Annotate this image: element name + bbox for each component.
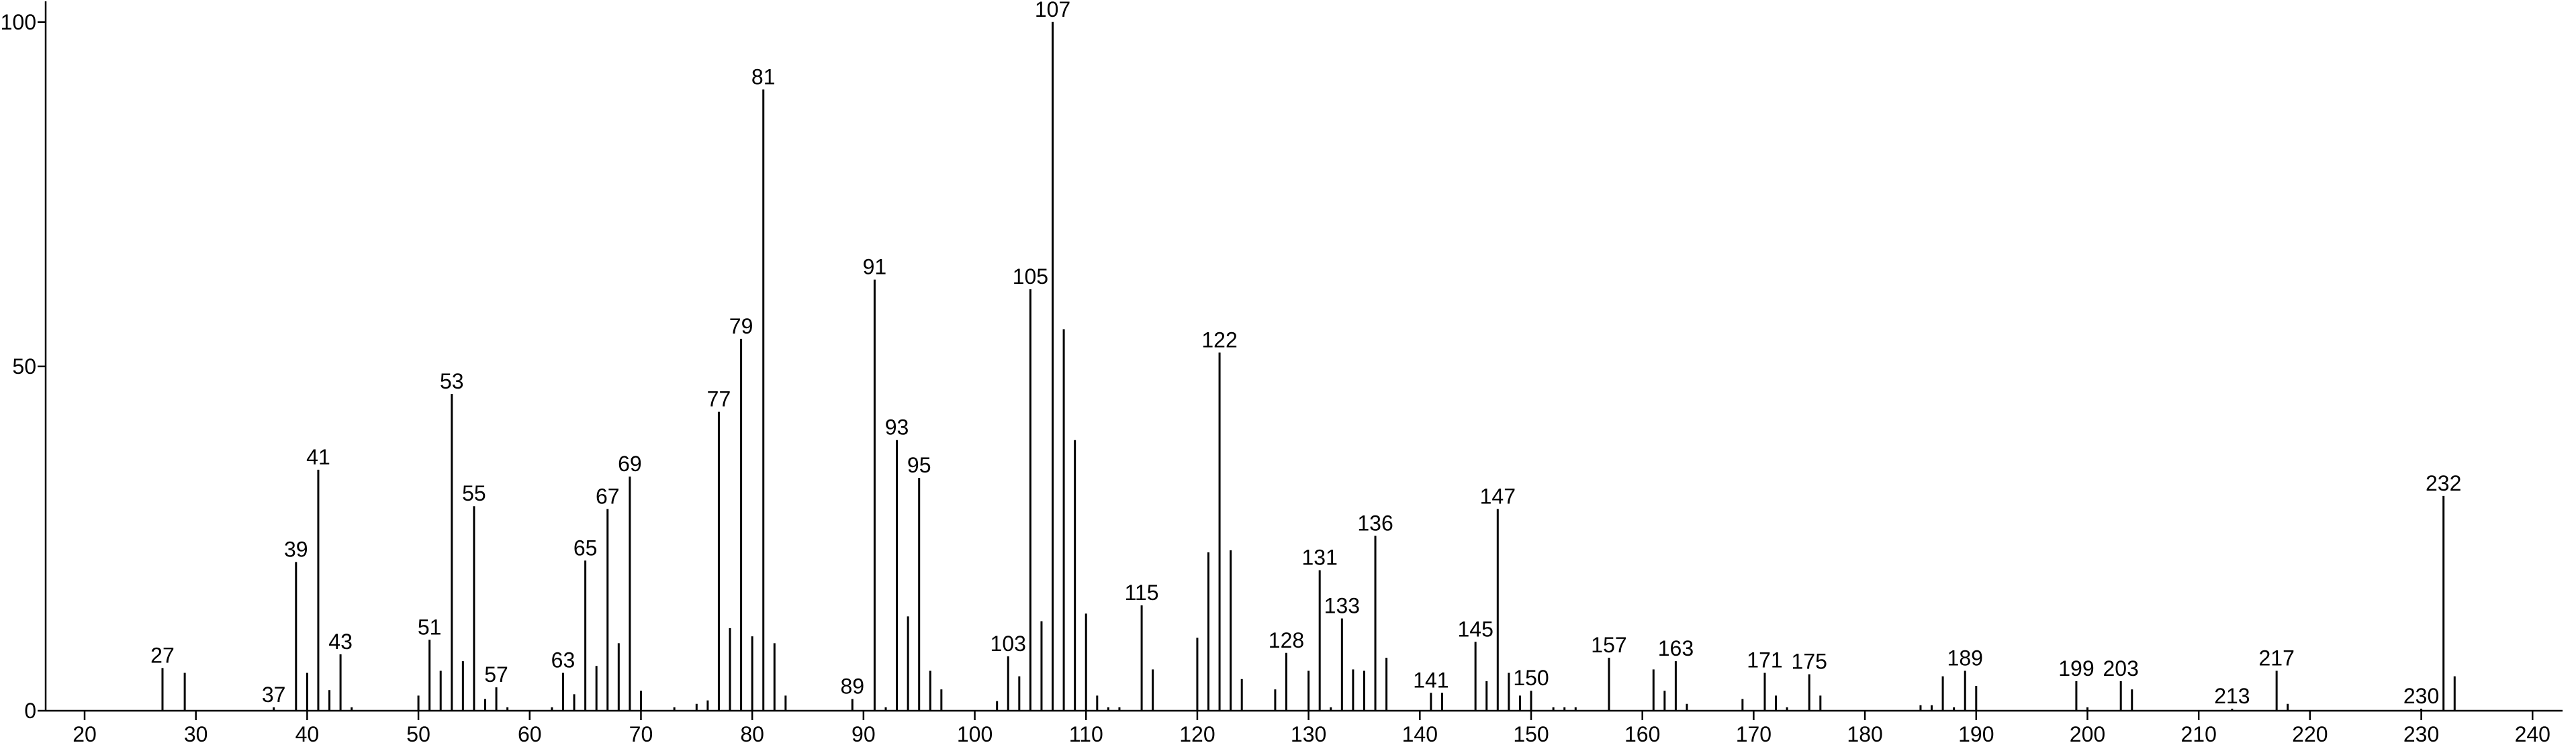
peak-label: 37	[262, 683, 286, 707]
x-tick-label: 150	[1513, 722, 1549, 746]
peak-label: 171	[1747, 648, 1782, 672]
peak-label: 128	[1269, 628, 1304, 652]
x-tick-label: 220	[2292, 722, 2328, 746]
x-tick-label: 130	[1291, 722, 1326, 746]
x-tick-label: 70	[629, 722, 653, 746]
peak-label: 57	[484, 662, 508, 687]
peak-label: 63	[551, 648, 576, 672]
peak-label: 199	[2058, 656, 2094, 681]
peak-label: 133	[1324, 593, 1360, 617]
peak-label: 115	[1125, 581, 1159, 605]
x-tick-label: 50	[406, 722, 430, 746]
x-tick-label: 160	[1624, 722, 1660, 746]
peak-label: 53	[440, 369, 464, 393]
peak-label: 91	[863, 255, 887, 279]
x-tick-label: 200	[2070, 722, 2105, 746]
peak-label: 67	[596, 484, 620, 508]
y-tick-label: 100	[1, 10, 36, 34]
x-tick-label: 30	[184, 722, 208, 746]
peak-label: 141	[1413, 668, 1448, 692]
x-tick-label: 240	[2515, 722, 2550, 746]
x-tick-label: 90	[852, 722, 876, 746]
peak-label: 136	[1357, 511, 1393, 535]
peak-label: 203	[2103, 656, 2138, 681]
peak-label: 41	[306, 445, 330, 469]
peak-label: 95	[907, 453, 931, 477]
peak-label: 107	[1035, 0, 1070, 21]
peak-label: 77	[707, 387, 731, 411]
peak-label: 51	[418, 615, 442, 639]
peak-label: 145	[1457, 617, 1493, 641]
x-tick-label: 40	[295, 722, 320, 746]
peak-label: 131	[1302, 546, 1338, 570]
peak-label: 232	[2426, 471, 2461, 495]
peak-label: 157	[1591, 633, 1626, 657]
x-tick-label: 140	[1402, 722, 1438, 746]
peak-label: 81	[751, 64, 776, 89]
peak-label: 230	[2403, 684, 2439, 708]
peak-label: 69	[618, 452, 642, 476]
peak-label: 43	[328, 630, 353, 654]
x-tick-label: 210	[2180, 722, 2216, 746]
peak-label: 79	[729, 314, 753, 338]
x-tick-label: 100	[957, 722, 993, 746]
x-tick-label: 110	[1069, 722, 1103, 746]
peak-label: 213	[2214, 684, 2250, 708]
x-tick-label: 230	[2403, 722, 2439, 746]
peak-label: 150	[1513, 666, 1549, 690]
peak-label: 27	[150, 643, 175, 667]
peak-label: 55	[462, 481, 486, 505]
x-tick-label: 120	[1179, 722, 1215, 746]
x-tick-label: 60	[518, 722, 542, 746]
peak-label: 65	[573, 536, 598, 560]
peak-label: 189	[1947, 646, 1983, 670]
peak-label: 217	[2258, 646, 2294, 670]
peak-label: 93	[885, 415, 909, 440]
peak-label: 89	[840, 675, 864, 699]
x-tick-label: 170	[1736, 722, 1772, 746]
y-tick-label: 50	[12, 354, 36, 379]
peak-label: 122	[1201, 328, 1237, 352]
peak-label: 105	[1013, 264, 1048, 289]
x-tick-label: 80	[740, 722, 764, 746]
peak-label: 163	[1658, 636, 1694, 660]
x-tick-label: 180	[1847, 722, 1882, 746]
peak-label: 39	[284, 537, 308, 561]
y-tick-label: 0	[24, 699, 36, 723]
x-tick-label: 190	[1958, 722, 1994, 746]
peak-label: 175	[1792, 650, 1827, 674]
x-tick-label: 20	[73, 722, 97, 746]
peak-label: 147	[1480, 484, 1516, 508]
peak-label: 103	[991, 632, 1026, 656]
